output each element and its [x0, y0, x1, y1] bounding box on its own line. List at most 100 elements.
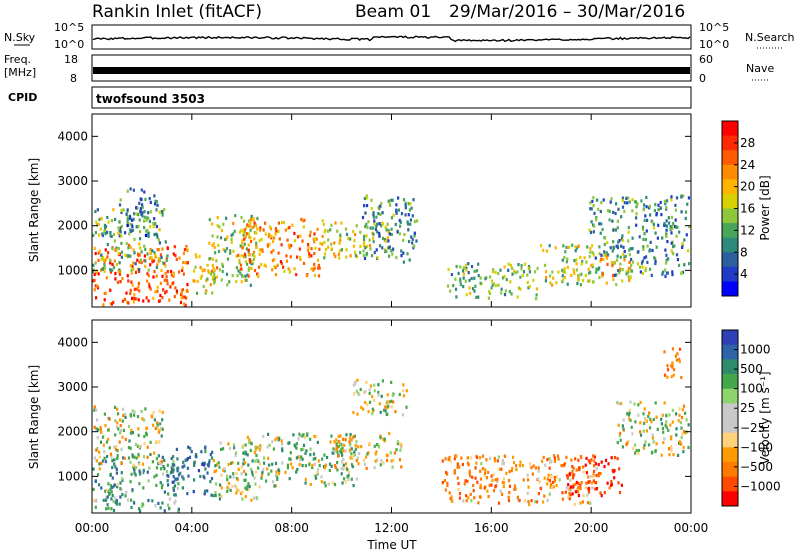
heatmap-cell	[388, 245, 391, 249]
heatmap-cell	[253, 269, 257, 273]
heatmap-cell	[549, 274, 552, 278]
heatmap-cell	[612, 470, 615, 474]
heatmap-cell	[536, 266, 539, 271]
heatmap-cell	[619, 267, 622, 271]
heatmap-cell	[206, 489, 209, 493]
heatmap-cell	[597, 474, 600, 478]
heatmap-cell	[648, 411, 651, 415]
heatmap-cell	[126, 274, 129, 278]
heatmap-cell	[250, 214, 253, 218]
heatmap-cell	[244, 255, 247, 259]
heatmap-cell	[398, 232, 401, 236]
heatmap-cell	[535, 293, 538, 297]
heatmap-cell	[661, 413, 664, 417]
heatmap-cell	[308, 462, 311, 467]
heatmap-cell	[687, 249, 690, 253]
heatmap-cell	[255, 231, 258, 235]
heatmap-cell	[211, 222, 214, 226]
heatmap-cell	[674, 218, 677, 222]
heatmap-cell	[148, 197, 151, 201]
heatmap-cell	[293, 443, 296, 447]
heatmap-cell	[274, 227, 277, 231]
heatmap-cell	[126, 189, 129, 193]
heatmap-cell	[94, 479, 97, 483]
heatmap-cell	[237, 269, 240, 273]
heatmap-cell	[180, 292, 183, 296]
heatmap-cell	[323, 481, 326, 485]
heatmap-cell	[140, 188, 143, 192]
heatmap-cell	[354, 444, 357, 448]
heatmap-cell	[330, 223, 333, 227]
heatmap-cell	[604, 458, 608, 462]
heatmap-cell	[380, 201, 383, 206]
heatmap-cell	[137, 452, 140, 457]
heatmap-cell	[470, 276, 473, 281]
heatmap-cell	[244, 461, 247, 465]
heatmap-cell	[194, 454, 197, 458]
heatmap-cell	[277, 221, 280, 225]
heatmap-cell	[459, 283, 462, 287]
heatmap-cell	[109, 302, 112, 306]
heatmap-cell	[503, 454, 507, 458]
heatmap-cell	[119, 230, 122, 234]
heatmap-cell	[172, 281, 175, 285]
heatmap-cell	[459, 279, 462, 283]
heatmap-cell	[333, 464, 337, 468]
heatmap-cell	[100, 216, 103, 221]
heatmap-cell	[488, 275, 492, 279]
heatmap-cell	[387, 229, 390, 233]
heatmap-cell	[339, 233, 342, 237]
heatmap-cell	[684, 216, 687, 221]
heatmap-cell	[244, 274, 247, 278]
heatmap-cell	[120, 234, 123, 238]
heatmap-cell	[208, 241, 211, 245]
heatmap-cell	[456, 462, 459, 466]
heatmap-cell	[629, 276, 632, 280]
heatmap-cell	[407, 228, 410, 232]
heatmap-cell	[235, 491, 238, 495]
heatmap-cell	[132, 267, 135, 271]
heatmap-cell	[274, 438, 277, 442]
heatmap-cell	[258, 462, 262, 466]
heatmap-cell	[244, 478, 247, 482]
heatmap-cell	[239, 244, 242, 248]
heatmap-cell	[488, 483, 491, 487]
heatmap-cell	[149, 452, 152, 457]
heatmap-cell	[161, 274, 164, 278]
heatmap-cell	[143, 219, 146, 223]
heatmap-cell	[126, 208, 129, 212]
heatmap-cell	[370, 206, 373, 211]
heatmap-cell	[148, 466, 151, 470]
heatmap-cell	[303, 436, 306, 440]
heatmap-cell	[381, 379, 384, 383]
y-tick-label: 3000	[57, 174, 88, 188]
heatmap-cell	[276, 477, 279, 481]
heatmap-cell	[195, 453, 198, 457]
heatmap-cell	[406, 220, 409, 224]
heatmap-cell	[316, 468, 320, 472]
heatmap-cell	[140, 212, 143, 216]
heatmap-cell	[678, 360, 681, 364]
heatmap-cell	[109, 268, 112, 272]
heatmap-cell	[645, 205, 648, 209]
heatmap-cell	[273, 484, 276, 488]
heatmap-cell	[411, 237, 414, 241]
heatmap-cell	[514, 271, 517, 275]
heatmap-cell	[144, 233, 148, 238]
heatmap-cell	[199, 474, 202, 478]
heatmap-cell	[476, 455, 479, 460]
heatmap-cell	[256, 445, 259, 449]
heatmap-cell	[388, 400, 391, 404]
heatmap-cell	[298, 247, 301, 251]
heatmap-cell	[688, 262, 691, 266]
heatmap-cell	[388, 431, 391, 436]
heatmap-cell	[619, 431, 622, 435]
heatmap-cell	[230, 233, 233, 237]
heatmap-cell	[574, 482, 577, 486]
heatmap-cell	[110, 219, 113, 223]
heatmap-cell	[208, 218, 211, 222]
heatmap-cell	[659, 200, 662, 205]
heatmap-cell	[366, 403, 369, 407]
heatmap-cell	[158, 429, 161, 433]
heatmap-cell	[655, 212, 658, 216]
